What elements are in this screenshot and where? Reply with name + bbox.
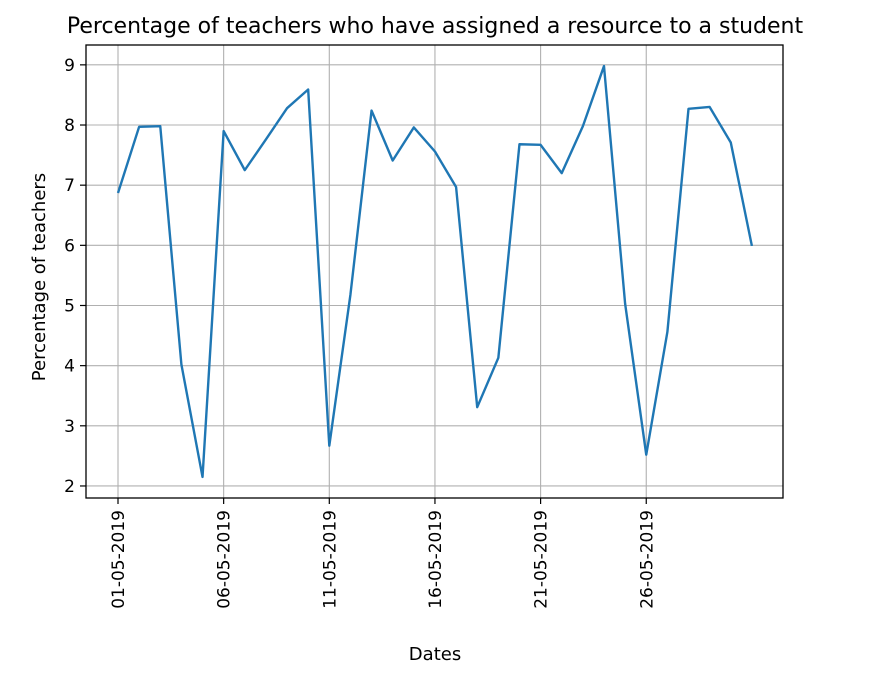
x-axis-ticks: 01-05-2019 06-05-2019 11-05-2019 16-05-2019… bbox=[109, 498, 657, 609]
chart-title: Percentage of teachers who have assigned… bbox=[67, 14, 804, 39]
y-tick-label: 2 bbox=[64, 477, 75, 497]
x-tick-label: 21-05-2019 bbox=[532, 510, 552, 609]
y-tick-label: 6 bbox=[64, 236, 75, 256]
y-tick-label: 4 bbox=[64, 357, 75, 377]
x-tick-label: 06-05-2019 bbox=[215, 510, 235, 609]
x-tick-label: 16-05-2019 bbox=[426, 510, 446, 609]
x-tick-label: 11-05-2019 bbox=[320, 510, 340, 609]
y-axis-ticks: 2 3 4 5 6 7 8 9 bbox=[64, 56, 86, 497]
series-line bbox=[116, 64, 754, 479]
y-tick-label: 3 bbox=[64, 417, 75, 437]
x-tick-label: 26-05-2019 bbox=[637, 510, 657, 609]
y-tick-label: 9 bbox=[64, 56, 75, 76]
y-axis-label: Percentage of teachers bbox=[29, 173, 50, 381]
x-tick-label: 01-05-2019 bbox=[109, 510, 129, 609]
series-layer bbox=[116, 64, 754, 479]
grid-lines bbox=[86, 45, 783, 498]
y-tick-label: 5 bbox=[64, 296, 75, 316]
y-tick-label: 7 bbox=[64, 176, 75, 196]
y-tick-label: 8 bbox=[64, 116, 75, 136]
x-axis-label: Dates bbox=[409, 644, 461, 665]
